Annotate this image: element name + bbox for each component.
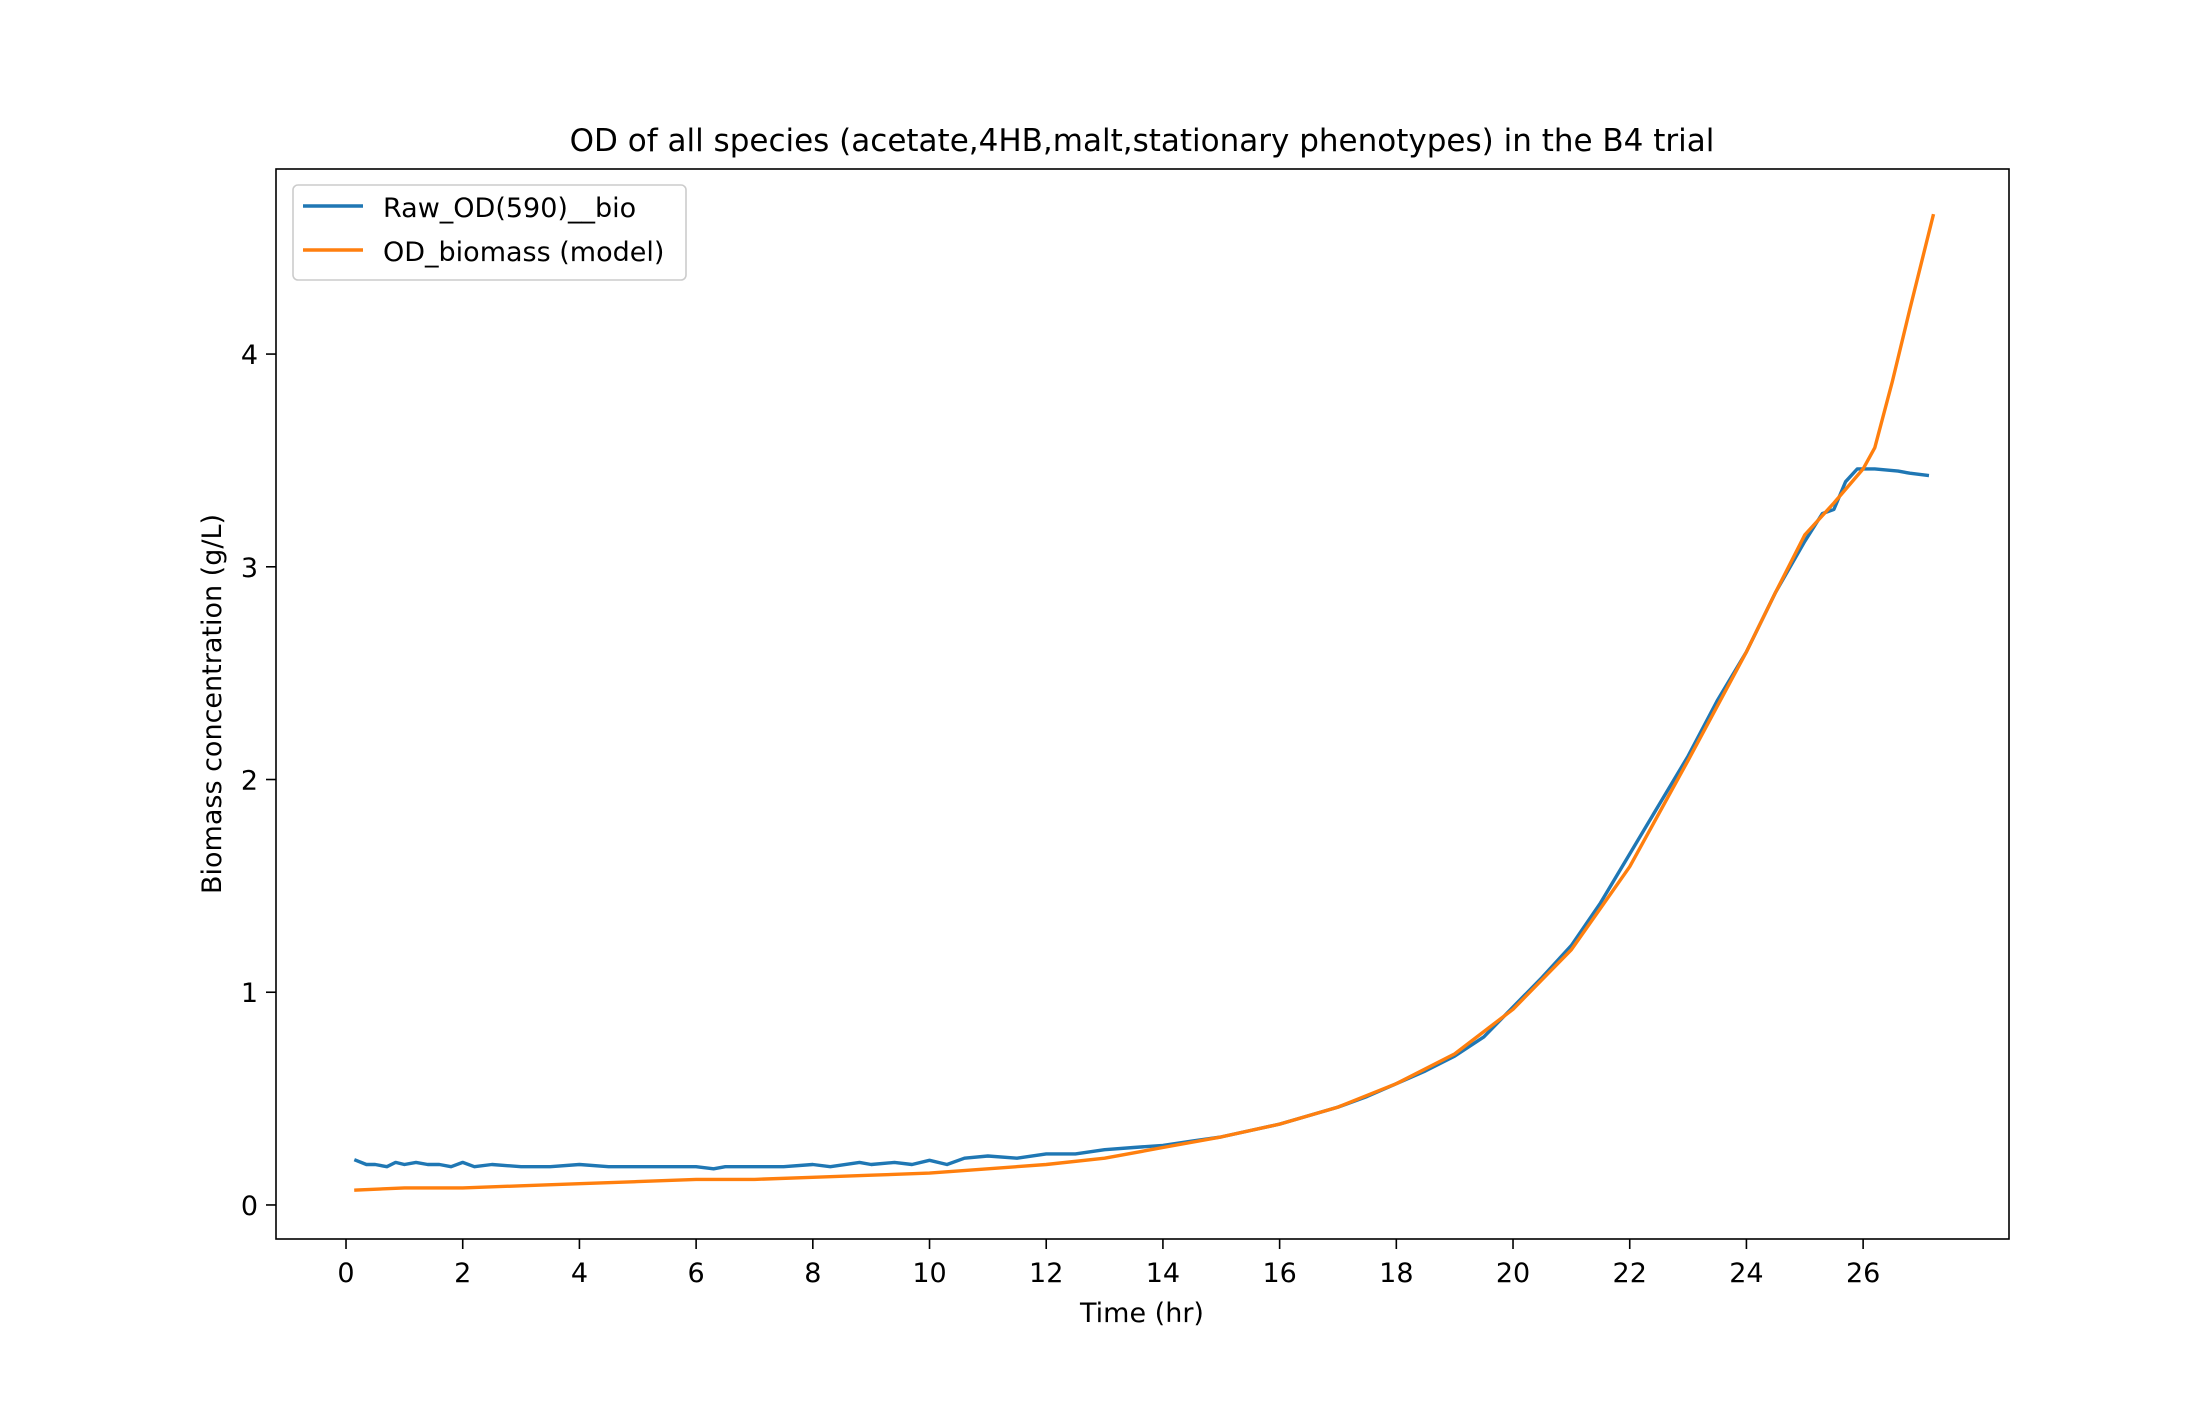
y-axis-ticks: 0 1 2 3 4 [241,340,276,1222]
x-tick-label: 20 [1496,1258,1530,1289]
series-line-raw-od [353,467,1930,1171]
series-layer [353,213,1936,1192]
x-tick-label: 8 [804,1258,821,1289]
y-tick-label: 1 [241,978,258,1009]
y-tick-label: 2 [241,766,258,797]
x-tick-label: 12 [1029,1258,1063,1289]
x-tick-label: 22 [1613,1258,1647,1289]
x-tick-label: 0 [337,1258,354,1289]
x-tick-label: 14 [1146,1258,1180,1289]
x-tick-label: 2 [454,1258,471,1289]
x-tick-label: 16 [1262,1258,1296,1289]
series-line-od-biomass-model [354,213,1936,1192]
x-axis-label: Time (hr) [1079,1298,1204,1329]
x-tick-label: 6 [688,1258,705,1289]
chart-title: OD of all species (acetate,4HB,malt,stat… [570,123,1715,159]
legend: Raw_OD(590)__bio OD_biomass (model) [292,184,687,281]
legend-label-od-biomass-model: OD_biomass (model) [383,237,664,268]
y-axis-label: Biomass concentration (g/L) [197,514,228,894]
x-tick-label: 24 [1729,1258,1763,1289]
y-tick-label: 3 [241,553,258,584]
plot-area-frame [275,168,2010,1240]
x-tick-label: 4 [571,1258,588,1289]
y-tick-label: 4 [241,340,258,371]
y-tick-label: 0 [241,1191,258,1222]
legend-label-raw-od: Raw_OD(590)__bio [383,193,636,224]
legend-box [292,184,687,281]
x-tick-label: 26 [1846,1258,1880,1289]
x-tick-label: 10 [912,1258,946,1289]
x-axis-ticks: 0 2 4 6 8 10 12 14 16 18 20 22 24 26 [337,1239,1880,1289]
x-tick-label: 18 [1379,1258,1413,1289]
